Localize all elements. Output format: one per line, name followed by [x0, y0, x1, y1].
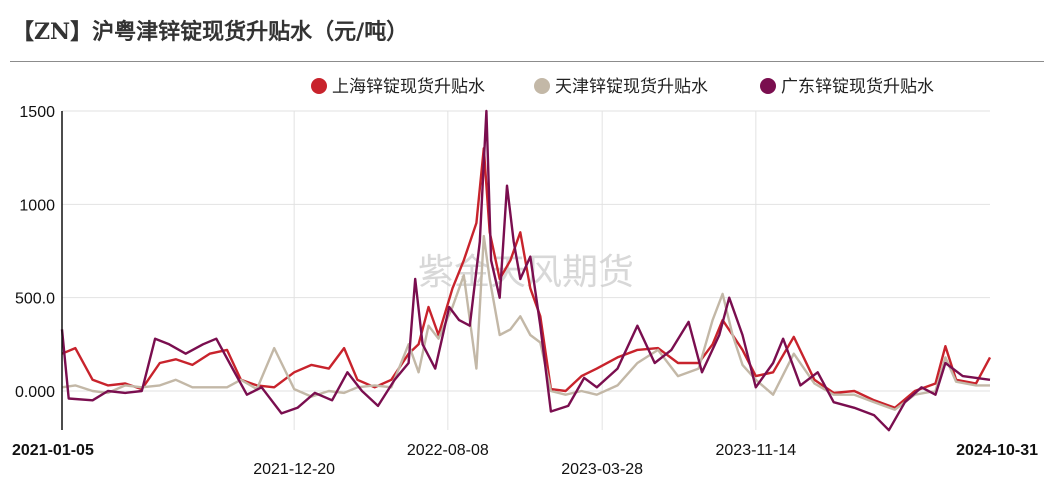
x-tick-label: 2023-11-14 [716, 442, 797, 459]
x-tick-label: 2022-08-08 [407, 442, 489, 459]
y-tick-label: 1500 [19, 104, 55, 121]
legend-label-2: 天津锌锭现货升贴水 [555, 77, 708, 97]
series-line-3 [60, 109, 991, 432]
y-tick-label: 500.0 [15, 291, 55, 308]
title-divider [10, 61, 1044, 62]
chart-title: 【ZN】沪粤津锌锭现货升贴水（元/吨） [12, 19, 409, 45]
series-line-1 [61, 147, 992, 409]
y-tick-label: 1000 [19, 197, 55, 214]
x-tick-label: 2024-10-31 [956, 442, 1038, 459]
series-lines [60, 109, 992, 432]
y-axis-labels: 0.000 500.0 1000 1500 [15, 104, 55, 401]
x-tick-label: 2021-12-20 [253, 461, 335, 478]
y-tick-label: 0.000 [15, 384, 55, 401]
legend: 上海锌锭现货升贴水 天津锌锭现货升贴水 广东锌锭现货升贴水 [311, 77, 934, 97]
legend-label-1: 上海锌锭现货升贴水 [332, 77, 485, 97]
legend-marker-1 [311, 78, 327, 94]
x-tick-label: 2023-03-28 [561, 461, 643, 478]
legend-marker-2 [534, 78, 550, 94]
x-axis-labels: 2021-01-05 2021-12-20 2022-08-08 2023-03-28… [12, 442, 1038, 478]
x-tick-label: 2021-01-05 [12, 442, 94, 459]
legend-marker-3 [760, 78, 776, 94]
legend-label-3: 广东锌锭现货升贴水 [781, 77, 934, 97]
